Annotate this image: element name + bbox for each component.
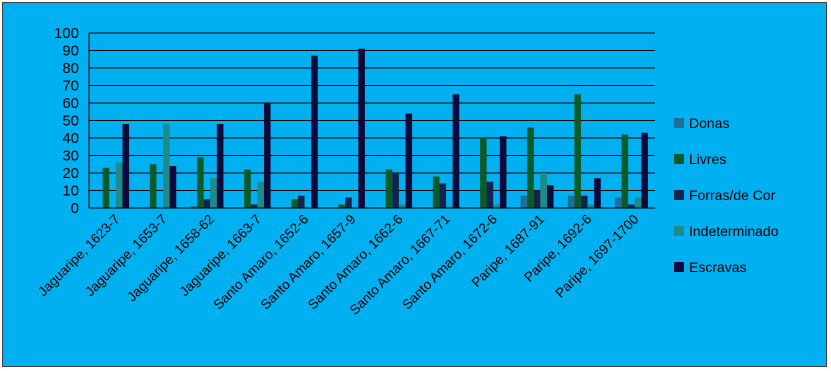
legend-label: Indeterminado [689, 223, 779, 239]
legend-swatch [674, 226, 684, 236]
bar-livres [480, 138, 487, 208]
bar-livres [291, 199, 298, 208]
bar-forras-de-cor [203, 199, 211, 208]
bar-forras-de-cor [580, 195, 588, 208]
bar-livres [527, 127, 534, 208]
bar-escravas [311, 55, 318, 208]
bar-donas [567, 195, 575, 208]
y-tick-label: 100 [54, 25, 79, 42]
bar-forras-de-cor [392, 173, 399, 208]
bar-indeterminado [446, 206, 453, 208]
bar-forras-de-cor [486, 181, 494, 208]
bar-donas [190, 206, 198, 208]
y-tick-label: 60 [62, 95, 79, 112]
bar-forras-de-cor [297, 195, 305, 208]
bars [102, 48, 648, 208]
bar-livres [574, 94, 581, 208]
bar-forras-de-cor [533, 190, 541, 208]
category-label: Jaguaripe, 1623-7 [35, 212, 123, 300]
bar-escravas [546, 185, 554, 208]
legend: Donas Livres Forras/de Cor Indeterminado Esc… [674, 115, 779, 275]
legend-swatch [674, 154, 684, 164]
bar-indeterminado [540, 173, 547, 208]
legend-label: Forras/de Cor [689, 187, 776, 203]
bar-indeterminado [398, 204, 406, 208]
bar-livres [149, 164, 157, 208]
bar-forras-de-cor [628, 204, 635, 208]
y-tick-label: 40 [62, 130, 79, 147]
y-tick-label: 10 [62, 183, 79, 200]
bar-donas [520, 195, 528, 208]
legend-swatch [674, 190, 684, 200]
bar-livres [102, 167, 110, 208]
bar-livres [621, 134, 629, 208]
bar-escravas [641, 132, 648, 208]
bar-forras-de-cor [345, 197, 352, 208]
y-tick-label: 0 [71, 200, 79, 217]
bar-escravas [594, 178, 601, 208]
bar-escravas [216, 124, 224, 208]
bar-indeterminado [163, 124, 170, 208]
y-tick-label: 70 [62, 78, 79, 95]
category-label: Jaguaripe, 1663-7 [177, 212, 265, 300]
bar-escravas [499, 136, 507, 208]
bar-escravas [452, 94, 460, 208]
bar-indeterminado [493, 204, 500, 208]
bar-livres [197, 157, 204, 208]
bar-livres [338, 204, 346, 208]
bar-forras-de-cor [439, 183, 447, 208]
legend-label: Donas [689, 115, 729, 131]
y-tick-label: 20 [62, 165, 79, 182]
bar-forras-de-cor [250, 204, 258, 208]
bar-indeterminado [587, 204, 595, 208]
bar-livres [432, 176, 440, 208]
bar-indeterminado [115, 162, 123, 208]
bar-indeterminado [210, 178, 217, 208]
y-tick-label: 80 [62, 60, 79, 77]
legend-label: Livres [689, 151, 726, 167]
bar-escravas [122, 124, 130, 208]
legend-label: Escravas [689, 259, 747, 275]
bar-escravas [405, 113, 413, 208]
bar-livres [244, 169, 251, 208]
bar-escravas [263, 103, 271, 208]
bar-indeterminado [257, 181, 264, 208]
y-tick-label: 90 [62, 43, 79, 60]
bar-escravas [358, 48, 365, 208]
bar-livres [385, 169, 393, 208]
legend-swatch [674, 262, 684, 272]
bar-escravas [169, 166, 177, 208]
category-label: Jaguaripe, 1653-7 [82, 212, 170, 300]
y-tick-label: 50 [62, 113, 79, 130]
category-label: Paripe, 1697-1700 [552, 212, 641, 301]
y-tick-label: 30 [62, 148, 79, 165]
axes [88, 33, 655, 209]
category-label: Jaguaripe, 1658-62 [124, 212, 217, 305]
gridlines [89, 32, 655, 191]
bar-indeterminado [634, 197, 642, 208]
legend-swatch [674, 118, 684, 128]
bar-donas [614, 197, 622, 208]
chart-frame: 0 10 20 30 40 50 60 70 80 90 100 Jaguaripe, 1623-7… [2, 2, 827, 367]
